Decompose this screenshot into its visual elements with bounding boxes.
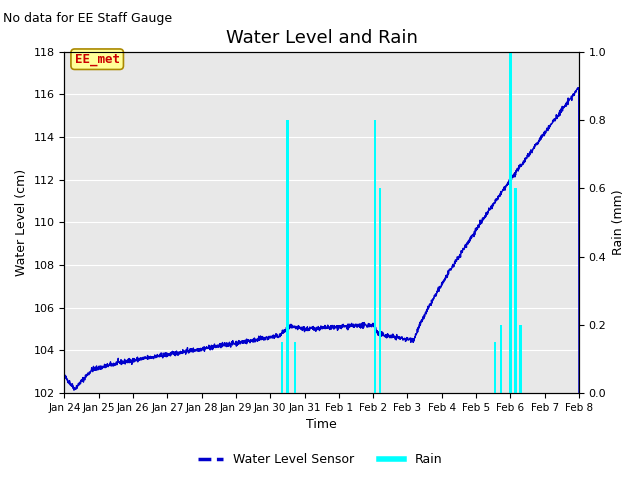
Bar <box>520 325 522 393</box>
X-axis label: Time: Time <box>307 419 337 432</box>
Bar <box>509 52 511 393</box>
Bar <box>294 342 296 393</box>
Bar <box>515 188 516 393</box>
Bar <box>493 342 496 393</box>
Bar <box>281 342 284 393</box>
Legend: Water Level Sensor, Rain: Water Level Sensor, Rain <box>193 448 447 471</box>
Title: Water Level and Rain: Water Level and Rain <box>226 29 418 48</box>
Bar <box>500 325 502 393</box>
Bar <box>374 120 376 393</box>
Bar <box>379 188 381 393</box>
Text: EE_met: EE_met <box>75 53 120 66</box>
Y-axis label: Rain (mm): Rain (mm) <box>612 190 625 255</box>
Text: No data for EE Staff Gauge: No data for EE Staff Gauge <box>3 12 172 25</box>
Y-axis label: Water Level (cm): Water Level (cm) <box>15 169 28 276</box>
Bar <box>286 120 289 393</box>
